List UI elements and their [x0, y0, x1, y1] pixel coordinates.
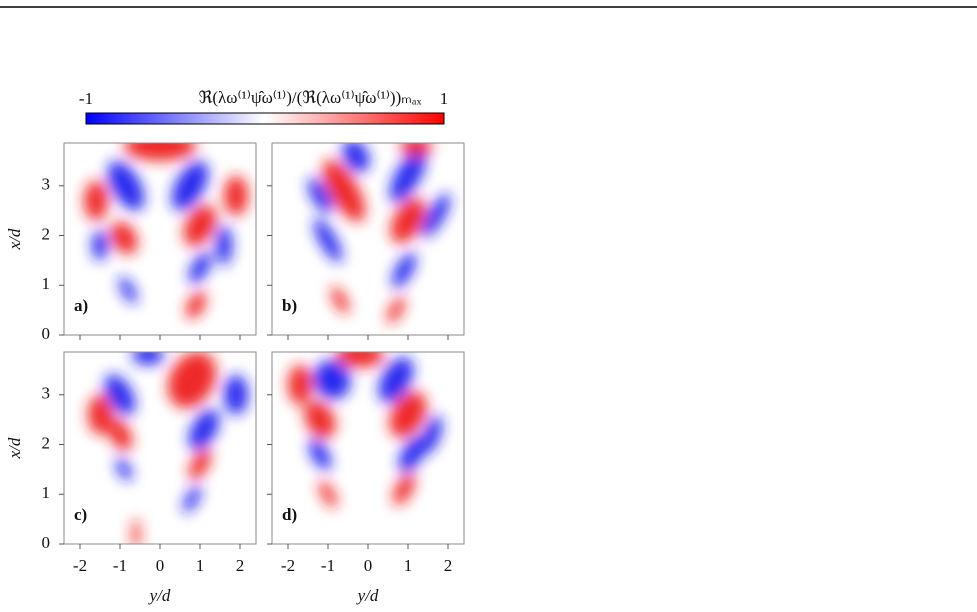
heatmap [272, 143, 464, 335]
x-axis-label: y/d [356, 586, 379, 605]
y-tick-label: 1 [42, 274, 51, 293]
x-tick-label: 0 [364, 556, 373, 575]
heatmap [64, 143, 256, 335]
x-tick-label: 2 [444, 556, 453, 575]
y-tick-label: 2 [42, 224, 51, 243]
heatmap [272, 352, 464, 544]
colorbar-tick-label: 1 [440, 89, 449, 108]
x-tick-label: 1 [404, 556, 413, 575]
x-tick-label: -2 [73, 556, 87, 575]
y-tick-label: 1 [42, 483, 51, 502]
x-tick-label: 1 [196, 556, 205, 575]
panel-label: b) [282, 296, 297, 315]
y-tick-label: 0 [42, 533, 51, 552]
y-tick-label: 2 [42, 433, 51, 452]
x-tick-label: 0 [156, 556, 165, 575]
heatmap [64, 352, 256, 544]
colorbar-tick-label: -1 [79, 89, 93, 108]
y-tick-label: 3 [42, 384, 51, 403]
panel-label: a) [74, 296, 88, 315]
panel-label: d) [282, 505, 297, 524]
colorbar [85, 112, 445, 125]
y-tick-label: 0 [42, 324, 51, 343]
x-axis-label: y/d [148, 586, 171, 605]
x-tick-label: -2 [281, 556, 295, 575]
y-axis-label: x/d [5, 437, 24, 459]
y-axis-label: x/d [5, 228, 24, 250]
panel-label: c) [74, 505, 87, 524]
y-tick-label: 3 [42, 175, 51, 194]
x-tick-label: -1 [321, 556, 335, 575]
x-tick-label: 2 [236, 556, 245, 575]
colorbar-label: ℜ(λω⁽¹⁾ψ̂ω⁽¹⁾)/(ℜ(λω⁽¹⁾ψ̂ω⁽¹⁾))ₘₐₓ [199, 88, 422, 107]
x-tick-label: -1 [113, 556, 127, 575]
